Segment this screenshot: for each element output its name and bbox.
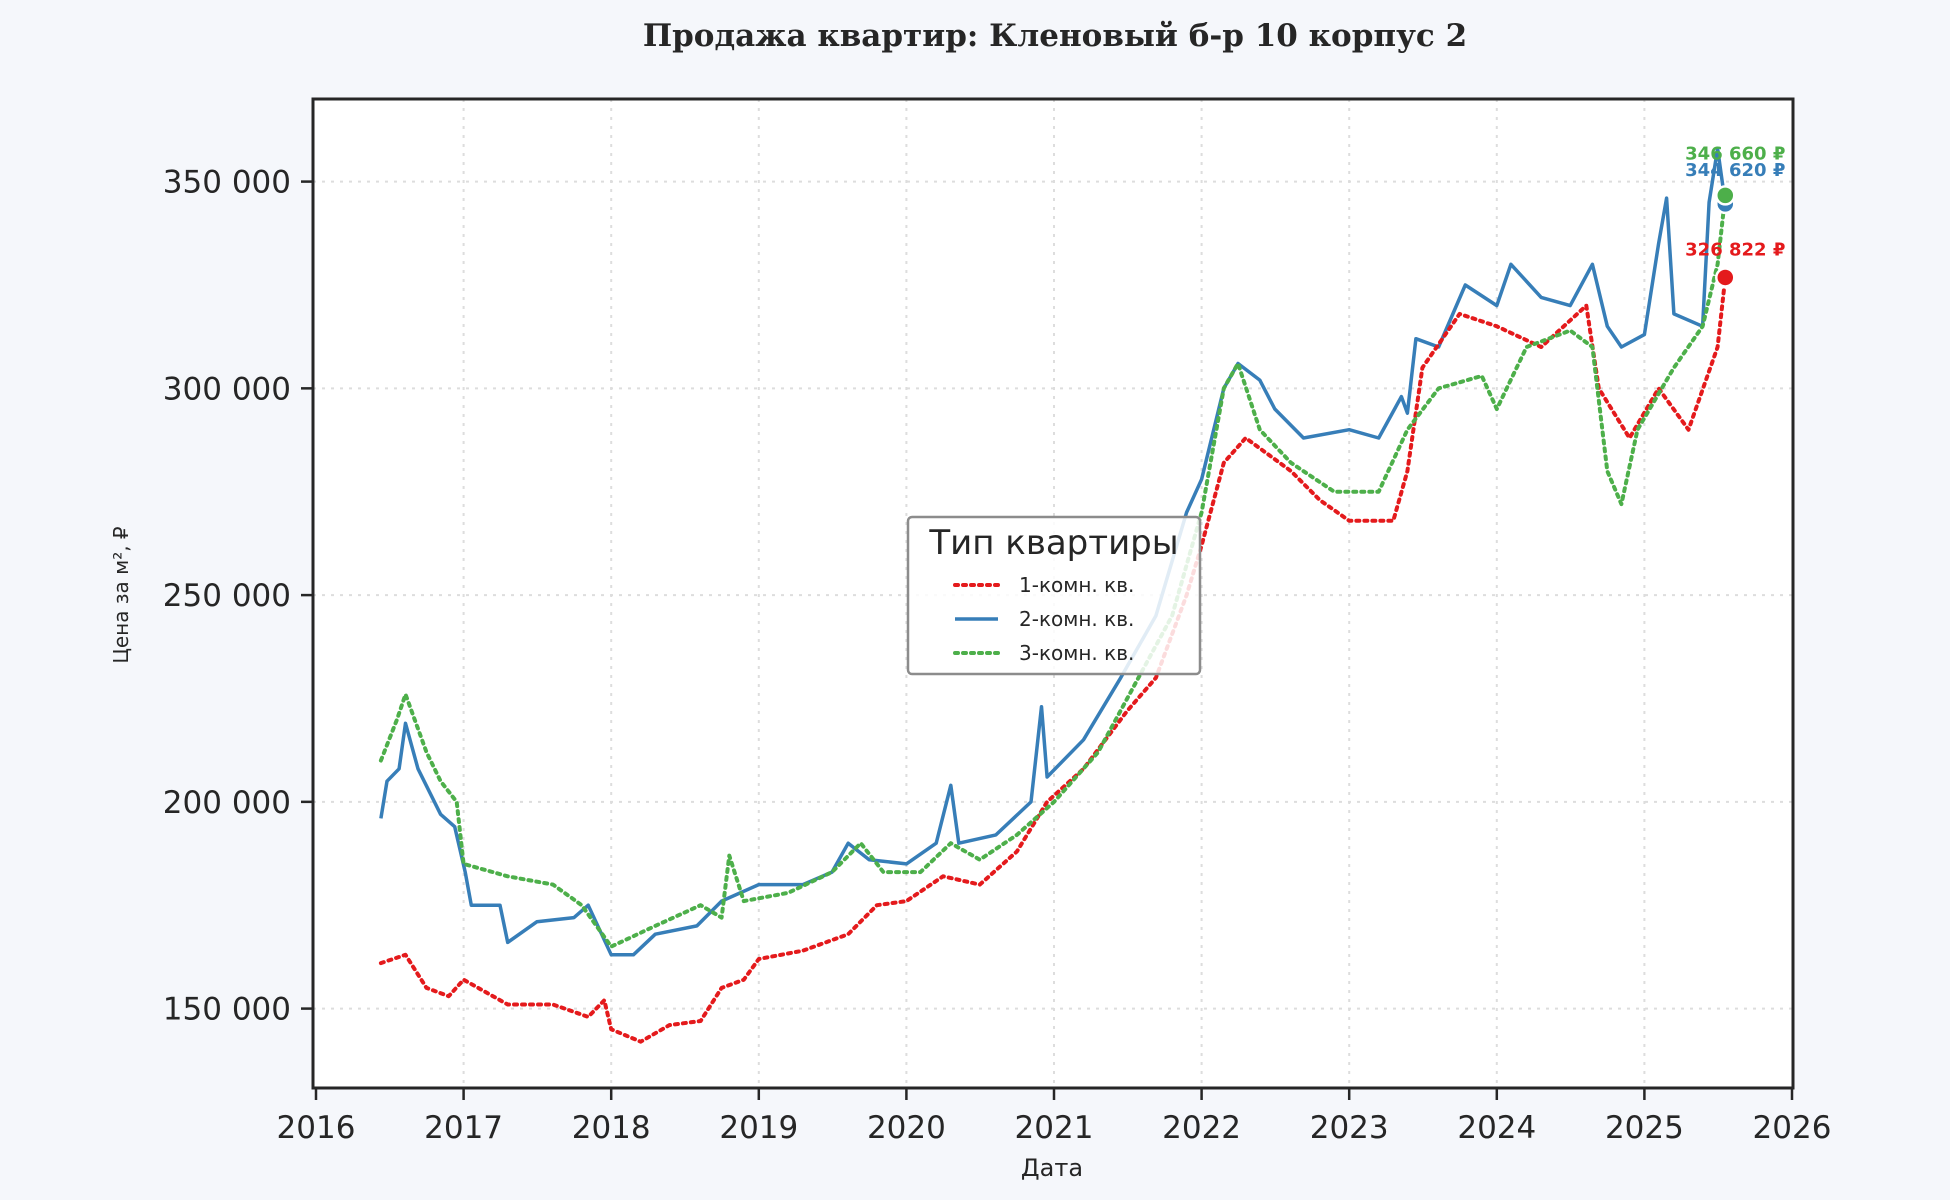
- series-line-1: [378, 275, 1728, 1044]
- last-value-label: 344 620 ₽: [1685, 160, 1785, 181]
- y-tick-label: 200 000: [163, 785, 291, 821]
- chart-title: Продажа квартир: Кленовый б-р 10 корпус …: [643, 18, 1467, 54]
- legend-label-1: 1-комн. кв.: [1019, 573, 1134, 597]
- y-tick-label: 350 000: [163, 165, 291, 201]
- legend-box: [906, 515, 1202, 676]
- last-point-marker: [1715, 185, 1736, 206]
- series-group: [378, 146, 1728, 1044]
- x-tick-label: 2017: [424, 1110, 503, 1146]
- x-axis: 2016 2017 2018 2019 2020 2021 2022 2023 2024 2025…: [277, 1088, 1832, 1146]
- y-tick-label: 150 000: [163, 992, 291, 1028]
- x-tick-label: 2021: [1015, 1110, 1094, 1146]
- legend-label-2: 2-комн. кв.: [1019, 607, 1134, 631]
- x-tick-label: 2025: [1605, 1110, 1684, 1146]
- x-tick-label: 2024: [1457, 1110, 1536, 1146]
- legend: Тип квартиры 1-комн. кв. 2-комн. кв. 3-ком…: [906, 515, 1202, 676]
- last-point-marker: [1715, 267, 1736, 288]
- x-tick-label: 2018: [572, 1110, 651, 1146]
- series-line-2: [379, 146, 1728, 957]
- last-value-label: 326 822 ₽: [1685, 239, 1785, 260]
- legend-title: Тип квартиры: [928, 523, 1178, 563]
- x-tick-label: 2023: [1310, 1110, 1389, 1146]
- legend-label-3: 3-комн. кв.: [1019, 641, 1134, 665]
- x-tick-label: 2020: [867, 1110, 946, 1146]
- y-axis-label: Цена за м², ₽: [109, 526, 133, 664]
- x-tick-label: 2022: [1162, 1110, 1241, 1146]
- x-tick-label: 2019: [719, 1110, 798, 1146]
- last-value-label: 346 660 ₽: [1685, 143, 1785, 164]
- x-tick-label: 2016: [277, 1110, 356, 1146]
- y-tick-label: 300 000: [163, 371, 291, 407]
- series-line-3: [378, 193, 1728, 949]
- x-axis-label: Дата: [1021, 1154, 1083, 1182]
- y-tick-label: 250 000: [163, 578, 291, 614]
- y-axis: 150 000 200 000 250 000 300 000 350 000: [163, 165, 313, 1028]
- x-tick-label: 2026: [1753, 1110, 1832, 1146]
- end-markers: 326 822 ₽ 344 620 ₽346 660 ₽: [1685, 143, 1785, 288]
